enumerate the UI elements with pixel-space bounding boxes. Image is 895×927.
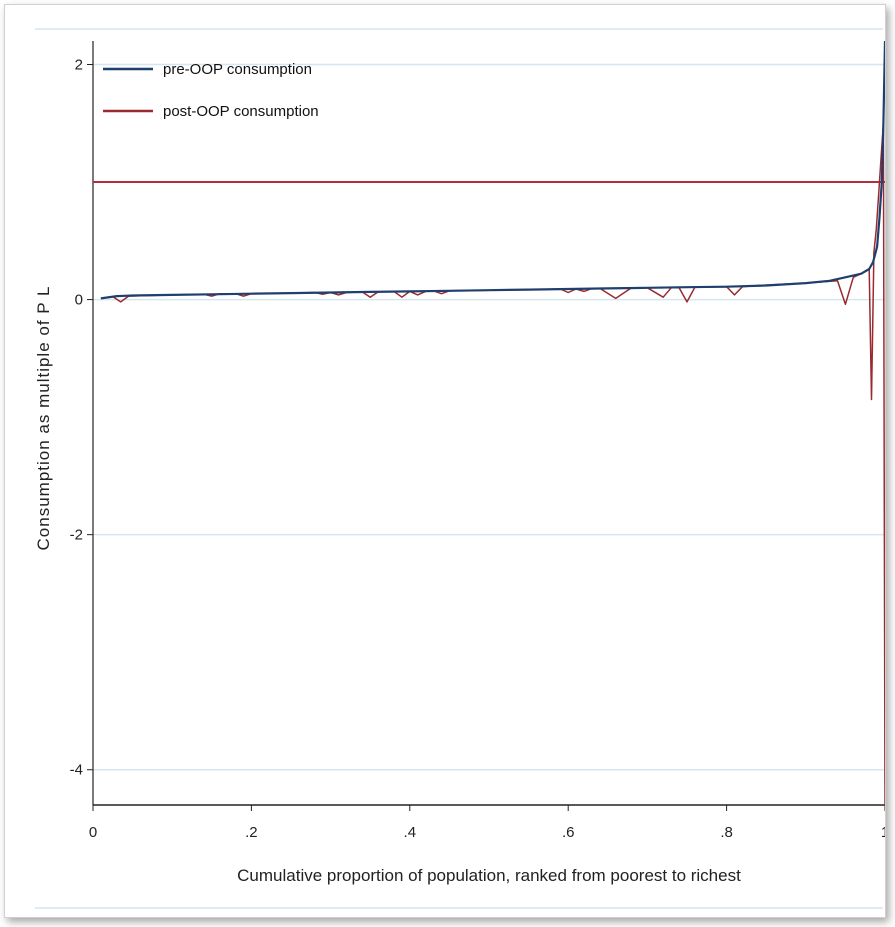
chart-frame: 2 0 -2 -4 0 .2 .4 .6 .8 1 pre-OOP consumption post… (4, 4, 886, 918)
x-tick-label: .8 (720, 824, 733, 841)
x-tick-label: .4 (404, 824, 417, 841)
line-chart: 2 0 -2 -4 0 .2 .4 .6 .8 1 pre-OOP consumption post… (34, 28, 885, 909)
x-tick-label: 0 (89, 824, 97, 841)
y-tick-label: 0 (75, 292, 83, 309)
x-tick-label: 1 (881, 824, 885, 841)
axes: 2 0 -2 -4 0 .2 .4 .6 .8 1 (70, 41, 885, 841)
legend-label: post-OOP consumption (163, 103, 319, 120)
legend: pre-OOP consumption post-OOP consumption (103, 61, 319, 120)
x-tick-label: .6 (562, 824, 575, 841)
x-axis-title: Cumulative proportion of population, ran… (237, 866, 741, 885)
legend-label: pre-OOP consumption (163, 61, 312, 78)
y-tick-label: -2 (70, 527, 83, 544)
y-tick-label: 2 (75, 57, 83, 74)
series-lines (100, 40, 885, 806)
y-axis-title: Consumption as multiple of P L (34, 286, 53, 551)
series-line-post-oop (100, 122, 885, 806)
gridlines (35, 28, 885, 909)
y-tick-label: -4 (70, 762, 83, 779)
x-tick-label: .2 (245, 824, 258, 841)
series-line-pre-oop (100, 40, 885, 300)
